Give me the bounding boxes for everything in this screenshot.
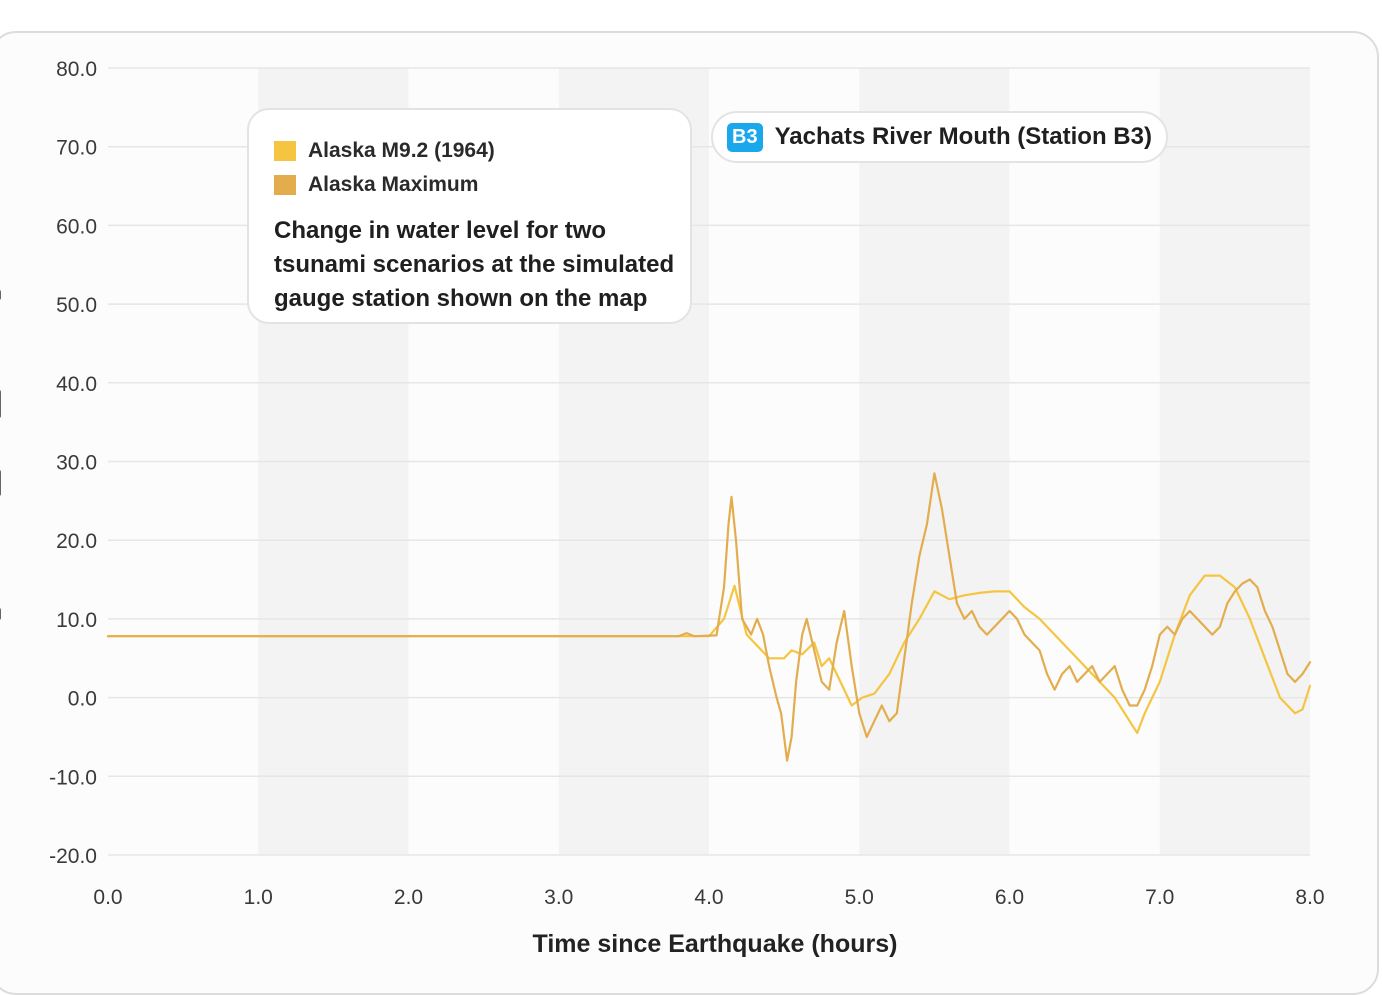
x-tick-label: 2.0	[394, 886, 423, 909]
x-tick-label: 5.0	[845, 886, 874, 909]
series-line	[106, 574, 1312, 735]
legend-item: Alaska Maximum	[274, 168, 690, 202]
x-axis-title: Time since Earthquake (hours)	[533, 930, 898, 958]
legend-swatch	[274, 141, 296, 161]
station-badge: B3	[727, 122, 763, 152]
y-tick-label: 0.0	[68, 688, 97, 711]
x-tick-label: 6.0	[995, 886, 1024, 909]
x-tick-label: 8.0	[1295, 886, 1324, 909]
y-tick-label: 40.0	[56, 373, 97, 396]
station-name: Yachats River Mouth (Station B3)	[774, 123, 1152, 150]
y-axis-label-fragment	[0, 290, 4, 620]
y-tick-label: 80.0	[56, 58, 97, 81]
legend: Alaska M9.2 (1964) Alaska Maximum Change…	[247, 108, 692, 324]
grid-lines	[108, 67, 1310, 856]
legend-swatch	[274, 175, 296, 195]
y-tick-label: 10.0	[56, 609, 97, 632]
y-tick-label: 70.0	[56, 137, 97, 160]
x-axis-ticks: 0.0 1.0 2.0 3.0 4.0 5.0 6.0 7.0 8.0	[93, 886, 1324, 909]
y-axis-ticks: 80.0 70.0 60.0 50.0 40.0 30.0 20.0 10.0 0.0 -10.0…	[49, 58, 97, 868]
series-lines	[106, 472, 1312, 762]
x-tick-label: 7.0	[1145, 886, 1174, 909]
legend-label: Alaska M9.2 (1964)	[308, 139, 495, 162]
y-tick-label: 30.0	[56, 452, 97, 475]
legend-caption: Change in water level for two tsunami sc…	[274, 217, 675, 312]
y-tick-label: 60.0	[56, 215, 97, 238]
x-tick-label: 0.0	[93, 886, 122, 909]
y-tick-label: -10.0	[49, 766, 97, 789]
y-tick-label: -20.0	[49, 845, 97, 868]
y-tick-label: 50.0	[56, 294, 97, 317]
x-tick-label: 1.0	[244, 886, 273, 909]
legend-label: Alaska Maximum	[308, 173, 479, 196]
x-tick-label: 4.0	[694, 886, 723, 909]
station-label: B3 Yachats River Mouth (Station B3)	[711, 111, 1168, 163]
series-line	[106, 472, 1312, 762]
y-tick-label: 20.0	[56, 530, 97, 553]
x-tick-label: 3.0	[544, 886, 573, 909]
legend-item: Alaska M9.2 (1964)	[274, 134, 690, 168]
